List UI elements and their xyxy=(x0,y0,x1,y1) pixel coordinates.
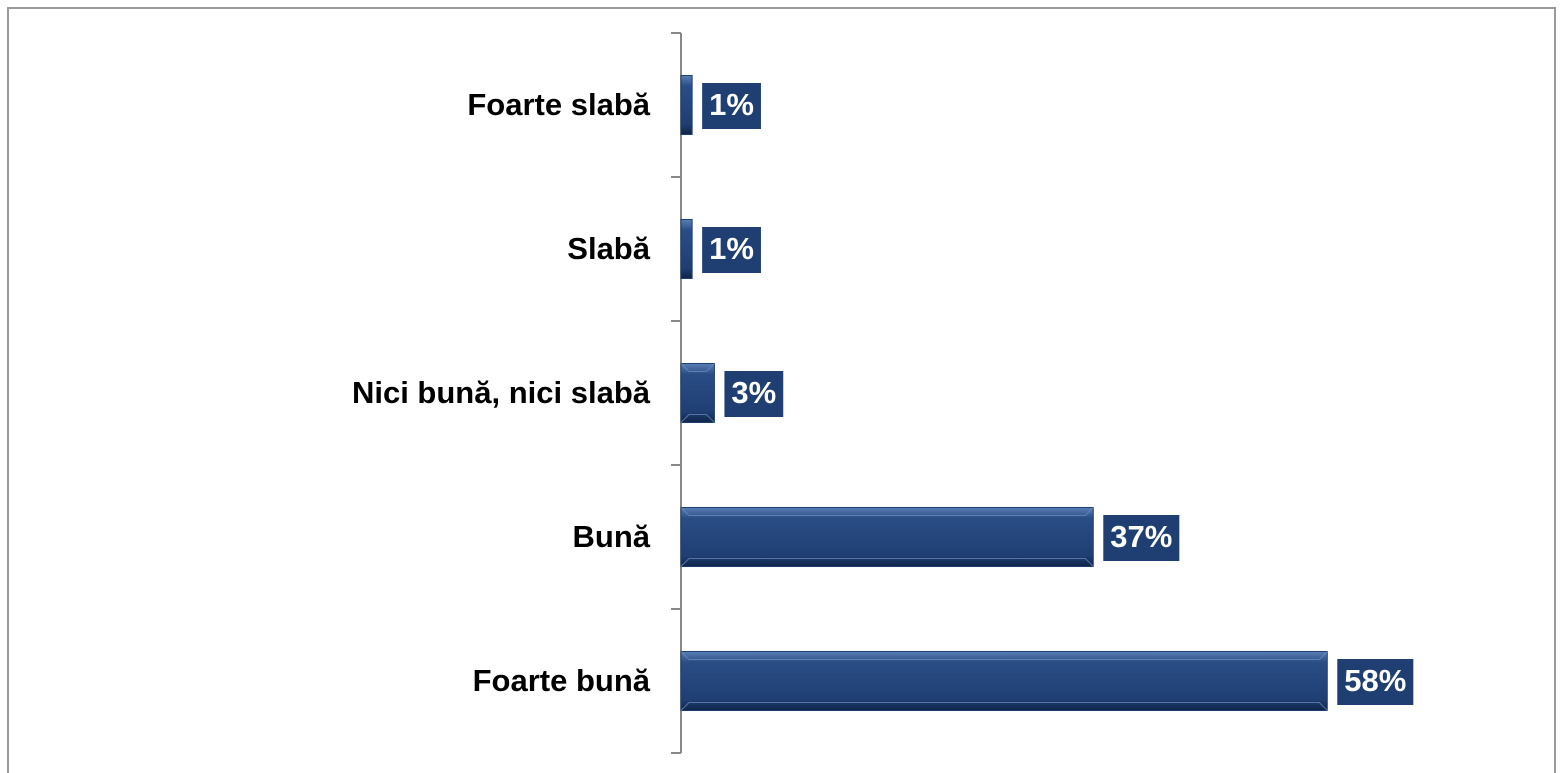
bar-bevel xyxy=(680,363,715,423)
y-tick-label: Foarte slabă xyxy=(467,87,650,122)
y-tick-label: Nici bună, nici slabă xyxy=(352,375,651,410)
bar xyxy=(680,650,1328,712)
frame xyxy=(7,7,1556,773)
value-label-bg xyxy=(702,83,761,129)
y-tick-label: Bună xyxy=(573,519,651,554)
value-label: 3% xyxy=(731,375,776,410)
bar xyxy=(680,218,693,280)
bar-bevel xyxy=(680,651,1328,711)
value-label-bg xyxy=(1103,515,1180,561)
value-label-bg xyxy=(724,371,784,417)
y-tick-label: Slabă xyxy=(567,231,650,266)
value-label: 58% xyxy=(1344,663,1406,698)
value-label: 1% xyxy=(709,87,754,122)
bar xyxy=(680,362,715,424)
bar xyxy=(680,506,1094,568)
bar xyxy=(680,74,693,136)
bar-bevel xyxy=(680,507,1094,567)
value-label: 37% xyxy=(1110,519,1172,554)
value-label-bg xyxy=(1337,659,1414,705)
y-tick-label: Foarte bună xyxy=(473,663,651,698)
value-label: 1% xyxy=(709,231,754,266)
value-label-bg xyxy=(702,227,761,273)
